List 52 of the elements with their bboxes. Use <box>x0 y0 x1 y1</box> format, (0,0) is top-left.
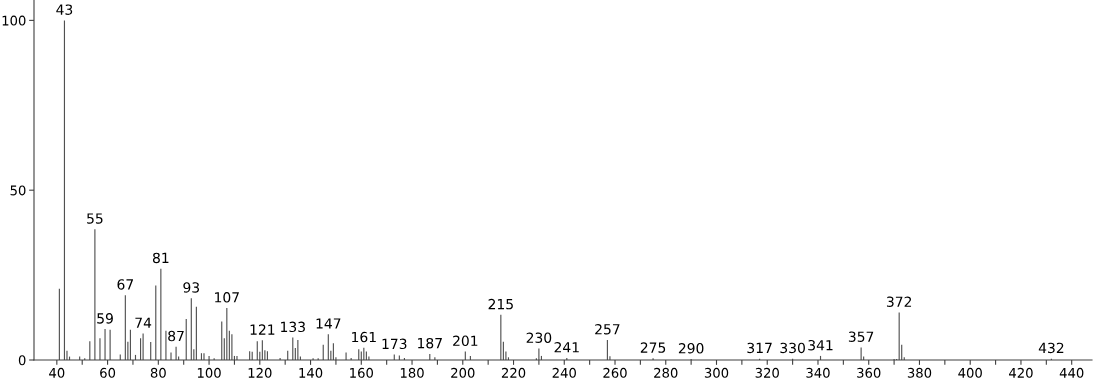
x-tick-label: 140 <box>299 367 323 378</box>
annotation: 230 <box>526 332 552 343</box>
x-tick-label: 180 <box>400 367 424 378</box>
annotation: 43 <box>56 4 73 15</box>
annotation: 330 <box>780 342 805 354</box>
annotation: 107 <box>215 292 239 303</box>
annotation: 121 <box>250 324 275 335</box>
x-tick-label: 240 <box>552 367 576 378</box>
annotation: 187 <box>418 337 442 349</box>
annotation: 147 <box>316 318 341 329</box>
x-tick-label: 80 <box>150 367 166 378</box>
x-tick-label: 220 <box>501 367 526 378</box>
x-tick-label: 60 <box>100 367 116 378</box>
x-tick-label: 280 <box>654 367 678 378</box>
x-tick-label: 340 <box>806 367 830 378</box>
x-tick-label: 200 <box>451 367 475 378</box>
annotation: 372 <box>886 296 912 307</box>
annotation: 59 <box>97 313 113 324</box>
annotation: 357 <box>848 331 874 342</box>
x-tick-label: 120 <box>248 367 272 378</box>
annotation: 257 <box>595 323 620 335</box>
y-tick-label: 50 <box>10 185 26 196</box>
x-tick-label: 440 <box>1059 367 1084 378</box>
annotation: 215 <box>488 298 513 310</box>
annotation: 161 <box>352 331 376 343</box>
annotation: 74 <box>135 317 152 328</box>
annotation: 93 <box>183 282 200 293</box>
x-tick-label: 420 <box>1009 367 1033 378</box>
x-tick-label: 300 <box>704 367 729 378</box>
x-tick-label: 360 <box>857 367 881 378</box>
x-tick-label: 320 <box>755 367 779 378</box>
y-tick-label: 0 <box>18 355 26 366</box>
annotation: 341 <box>808 339 833 351</box>
annotation: 133 <box>281 321 305 333</box>
x-tick-label: 100 <box>197 367 221 378</box>
x-tick-label: 160 <box>350 367 374 378</box>
annotation: 241 <box>554 341 579 353</box>
y-tick-label: 100 <box>2 15 26 26</box>
annotation: 290 <box>678 343 704 354</box>
annotation: 173 <box>382 338 407 350</box>
annotation: 317 <box>747 342 772 354</box>
annotation: 432 <box>1038 342 1064 354</box>
annotation: 275 <box>640 342 666 353</box>
annotation: 81 <box>152 252 169 264</box>
annotation: 201 <box>453 335 478 347</box>
annotation: 67 <box>117 279 133 290</box>
x-tick-label: 40 <box>49 367 65 378</box>
x-tick-label: 260 <box>603 367 627 378</box>
annotation: 55 <box>87 213 103 224</box>
x-tick-label: 380 <box>907 367 932 378</box>
x-tick-label: 400 <box>958 367 982 378</box>
annotation: 87 <box>168 330 184 342</box>
